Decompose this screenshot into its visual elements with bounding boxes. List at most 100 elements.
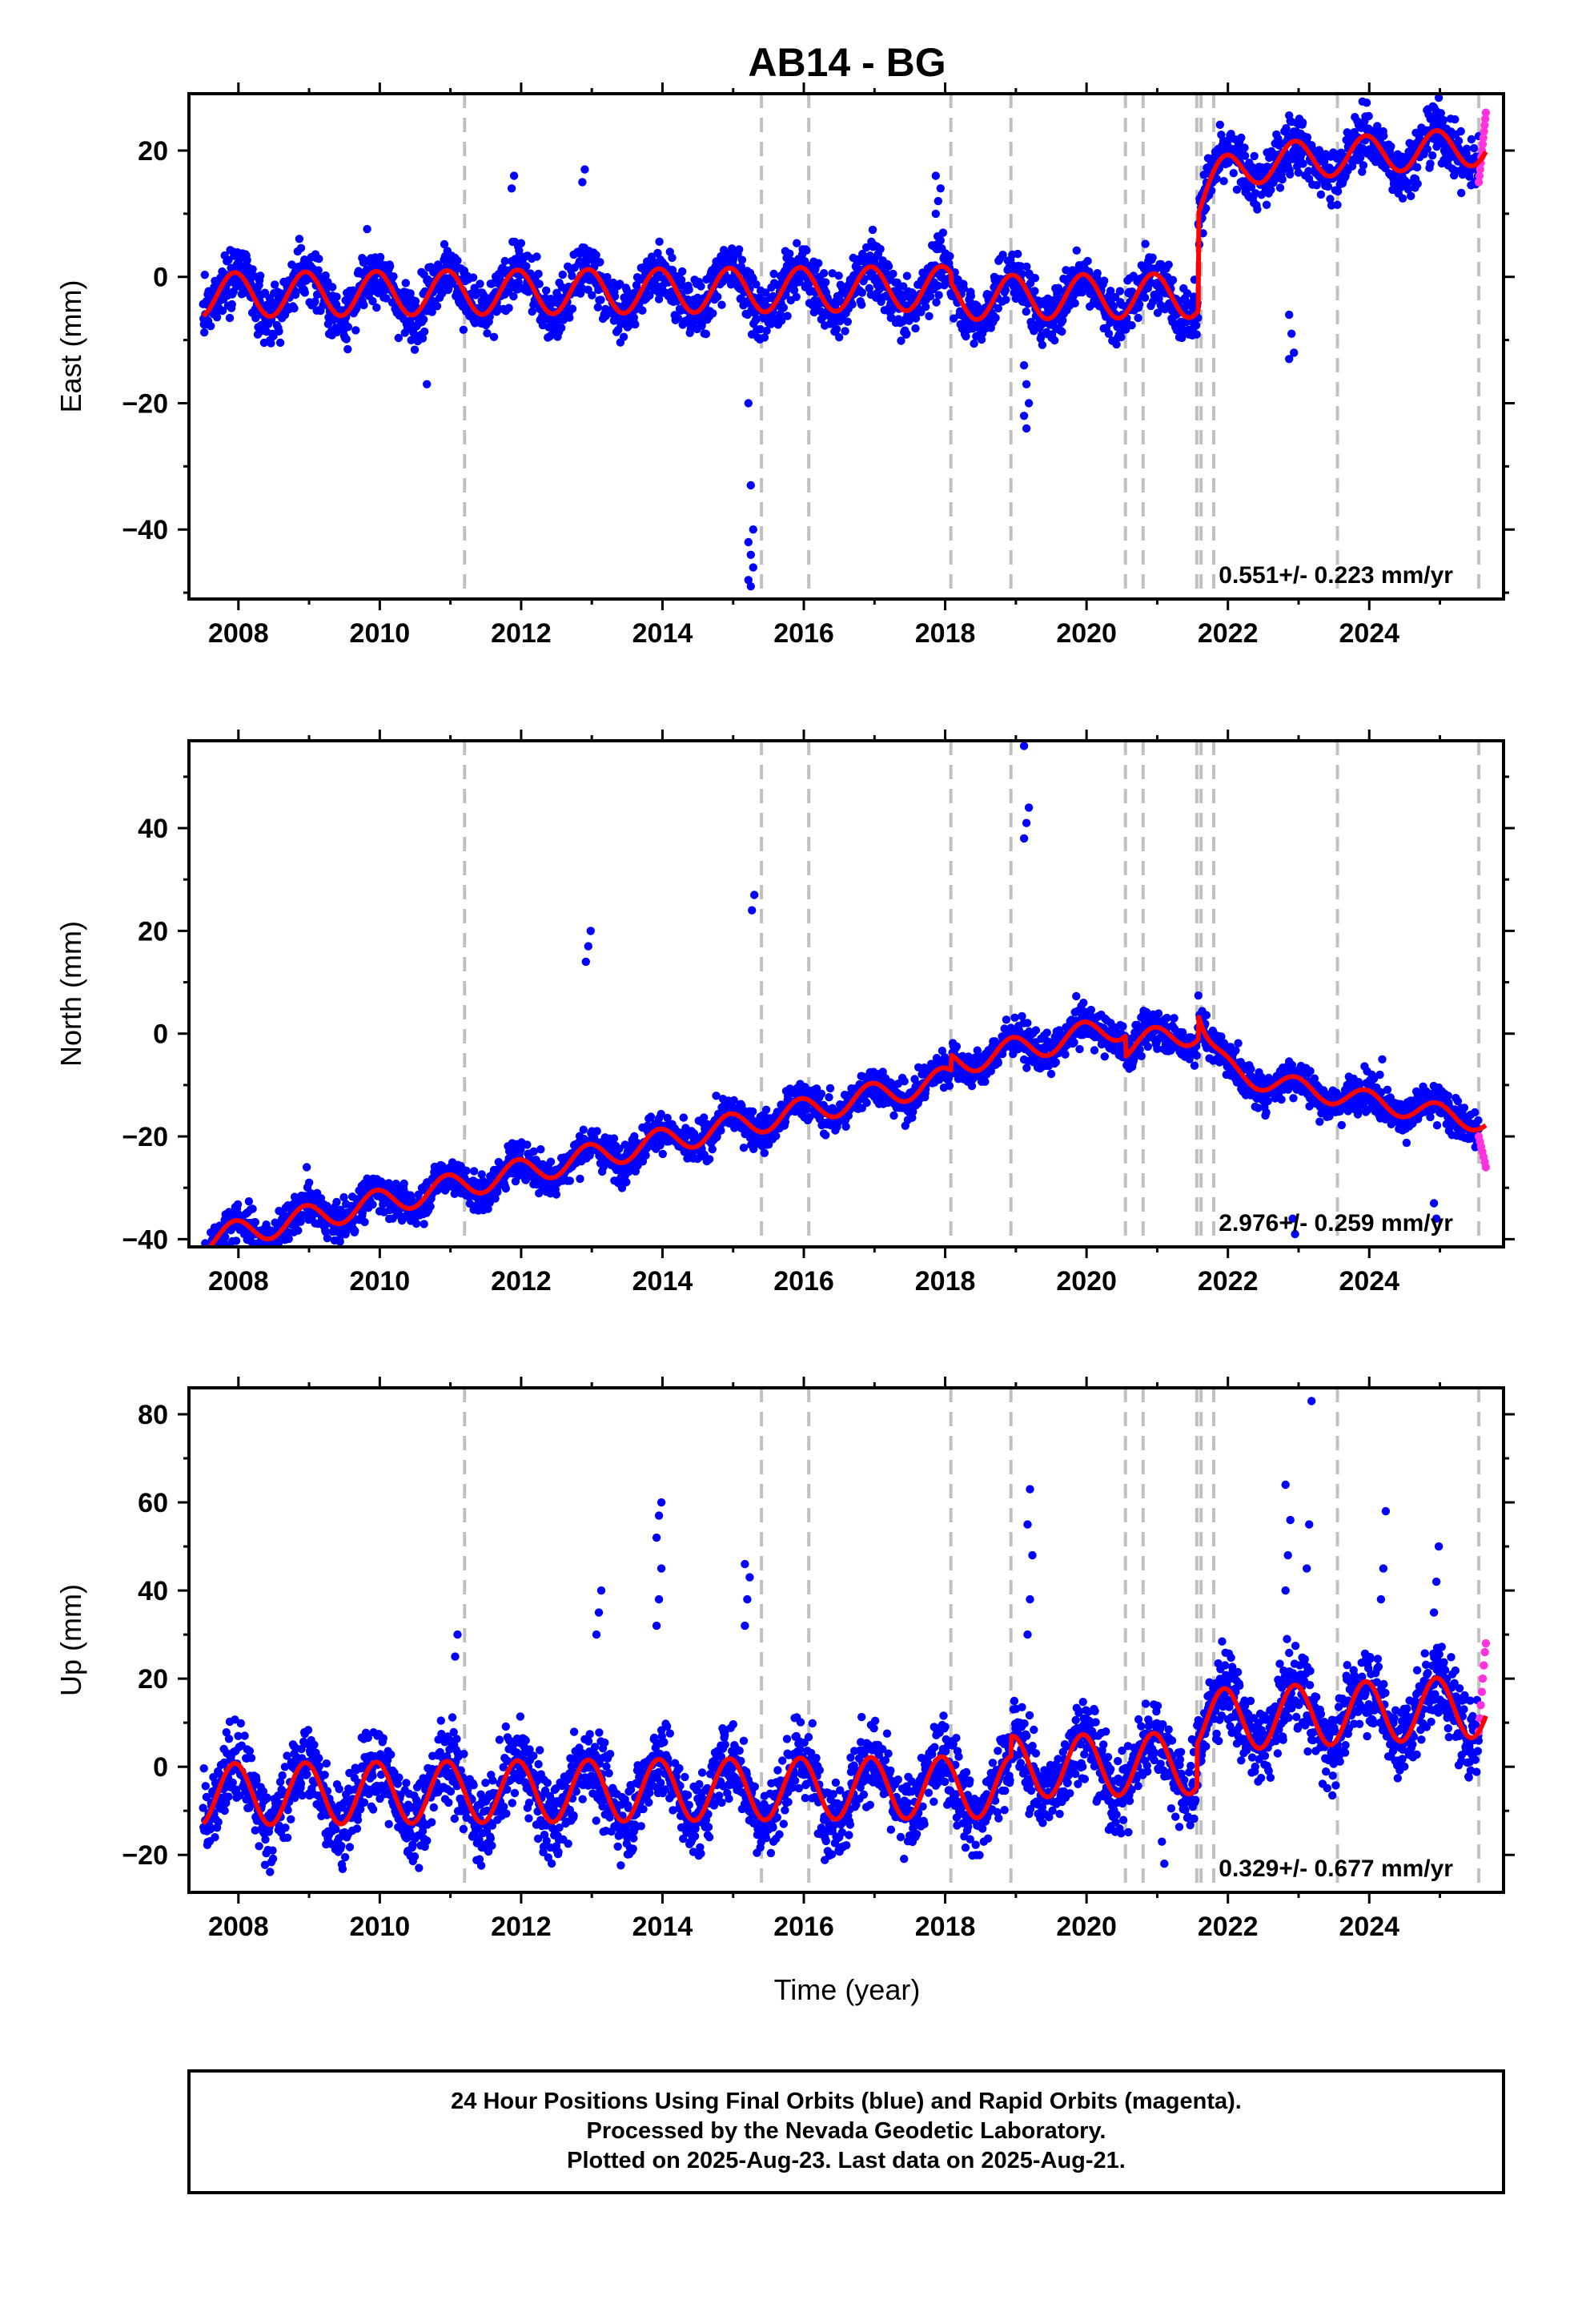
final-orbit-point (1038, 340, 1047, 349)
final-orbit-point (251, 314, 260, 323)
final-orbit-point (946, 251, 954, 261)
final-orbit-point (1379, 131, 1388, 140)
final-orbit-point (861, 243, 871, 252)
final-orbit-point (752, 279, 761, 289)
final-orbit-point (1457, 188, 1466, 198)
final-orbit-point (821, 1131, 830, 1140)
final-orbit-point (200, 1264, 208, 1272)
final-orbit-point (389, 272, 398, 281)
final-orbit-point (932, 298, 941, 307)
final-orbit-point (921, 303, 930, 312)
final-orbit-point (868, 225, 877, 235)
final-orbit-point (352, 304, 361, 313)
final-orbit-point (1215, 120, 1225, 129)
final-orbit-point (1436, 109, 1446, 118)
final-orbit-point (893, 278, 901, 287)
final-orbit-point (793, 239, 801, 247)
final-orbit-point (296, 243, 306, 252)
final-orbit-point (756, 324, 765, 334)
final-orbit-point (1355, 153, 1365, 163)
final-orbit-point (776, 309, 785, 319)
final-orbit-point (862, 1098, 871, 1108)
final-orbit-point (792, 292, 801, 301)
final-orbit-point (418, 334, 428, 343)
final-orbit-point (227, 300, 236, 309)
final-orbit-point (828, 269, 837, 278)
final-orbit-point (821, 278, 830, 287)
final-orbit-point (772, 1132, 781, 1140)
final-orbit-point (332, 1197, 341, 1207)
final-orbit-point (596, 258, 604, 267)
final-orbit-point (1018, 269, 1026, 279)
final-orbit-point (244, 1197, 254, 1206)
final-orbit-point (256, 271, 265, 280)
rapid-orbit-point (1475, 171, 1484, 180)
final-orbit-point (814, 259, 823, 267)
final-orbit-point (419, 315, 428, 324)
plot-frame (187, 92, 1505, 601)
final-orbit-point (412, 1219, 421, 1228)
outlier-point (1019, 412, 1029, 420)
final-orbit-point (359, 300, 368, 310)
final-orbit-point (294, 1226, 303, 1235)
final-orbit-point (779, 304, 788, 312)
final-orbit-point (1407, 191, 1415, 200)
final-orbit-point (857, 300, 866, 309)
final-orbit-point (476, 279, 484, 288)
final-orbit-point (579, 1125, 588, 1134)
final-orbit-point (1110, 292, 1120, 302)
final-orbit-point (1140, 293, 1150, 302)
final-orbit-point (1423, 145, 1432, 154)
final-orbit-point (835, 333, 844, 342)
final-orbit-point (1362, 99, 1371, 107)
final-orbit-point (271, 1255, 279, 1263)
final-orbit-point (1413, 179, 1422, 188)
final-orbit-point (1219, 176, 1228, 186)
final-orbit-point (739, 1144, 749, 1152)
final-orbit-point (269, 1253, 277, 1261)
final-orbit-point (500, 256, 509, 266)
final-orbit-point (762, 326, 771, 336)
final-orbit-point (1058, 327, 1066, 336)
final-orbit-point (1403, 185, 1413, 194)
final-orbit-point (1316, 190, 1326, 199)
final-orbit-point (406, 289, 415, 298)
y-tick-label: −20 (122, 388, 168, 419)
final-orbit-point (386, 262, 395, 271)
final-orbit-point (705, 1155, 714, 1164)
final-orbit-point (809, 308, 819, 317)
final-orbit-point (400, 1179, 408, 1188)
x-tick-label: 2008 (208, 618, 269, 649)
final-orbit-point (1002, 296, 1010, 304)
final-orbit-point (203, 1253, 211, 1261)
final-orbit-point (243, 255, 251, 265)
final-orbit-point (622, 1178, 631, 1187)
final-orbit-point (981, 1077, 990, 1086)
final-orbit-point (876, 244, 885, 254)
final-orbit-point (884, 262, 893, 271)
final-orbit-point (1333, 187, 1343, 196)
final-orbit-point (202, 1248, 210, 1256)
final-orbit-point (601, 312, 610, 320)
final-orbit-point (926, 292, 935, 301)
rapid-orbit-point (1474, 178, 1484, 187)
final-orbit-point (952, 1042, 962, 1051)
final-orbit-point (841, 1122, 850, 1132)
final-orbit-point (1054, 283, 1063, 292)
final-orbit-point (646, 1112, 656, 1121)
outlier-point (931, 171, 941, 180)
final-orbit-point (638, 306, 647, 315)
velocity-rate-label: 0.551+/- 0.223 mm/yr (1219, 562, 1453, 589)
final-orbit-point (558, 270, 567, 279)
outlier-point (1290, 348, 1299, 357)
final-orbit-point (1286, 170, 1295, 179)
final-orbit-point (453, 256, 462, 265)
final-orbit-point (911, 314, 921, 323)
final-orbit-point (1426, 159, 1435, 168)
figure-title: AB14 - BG (748, 40, 946, 85)
final-orbit-point (199, 1248, 207, 1256)
final-orbit-point (1456, 127, 1465, 136)
final-orbit-point (243, 271, 252, 279)
outlier-point (746, 480, 755, 490)
final-orbit-point (211, 1252, 219, 1260)
